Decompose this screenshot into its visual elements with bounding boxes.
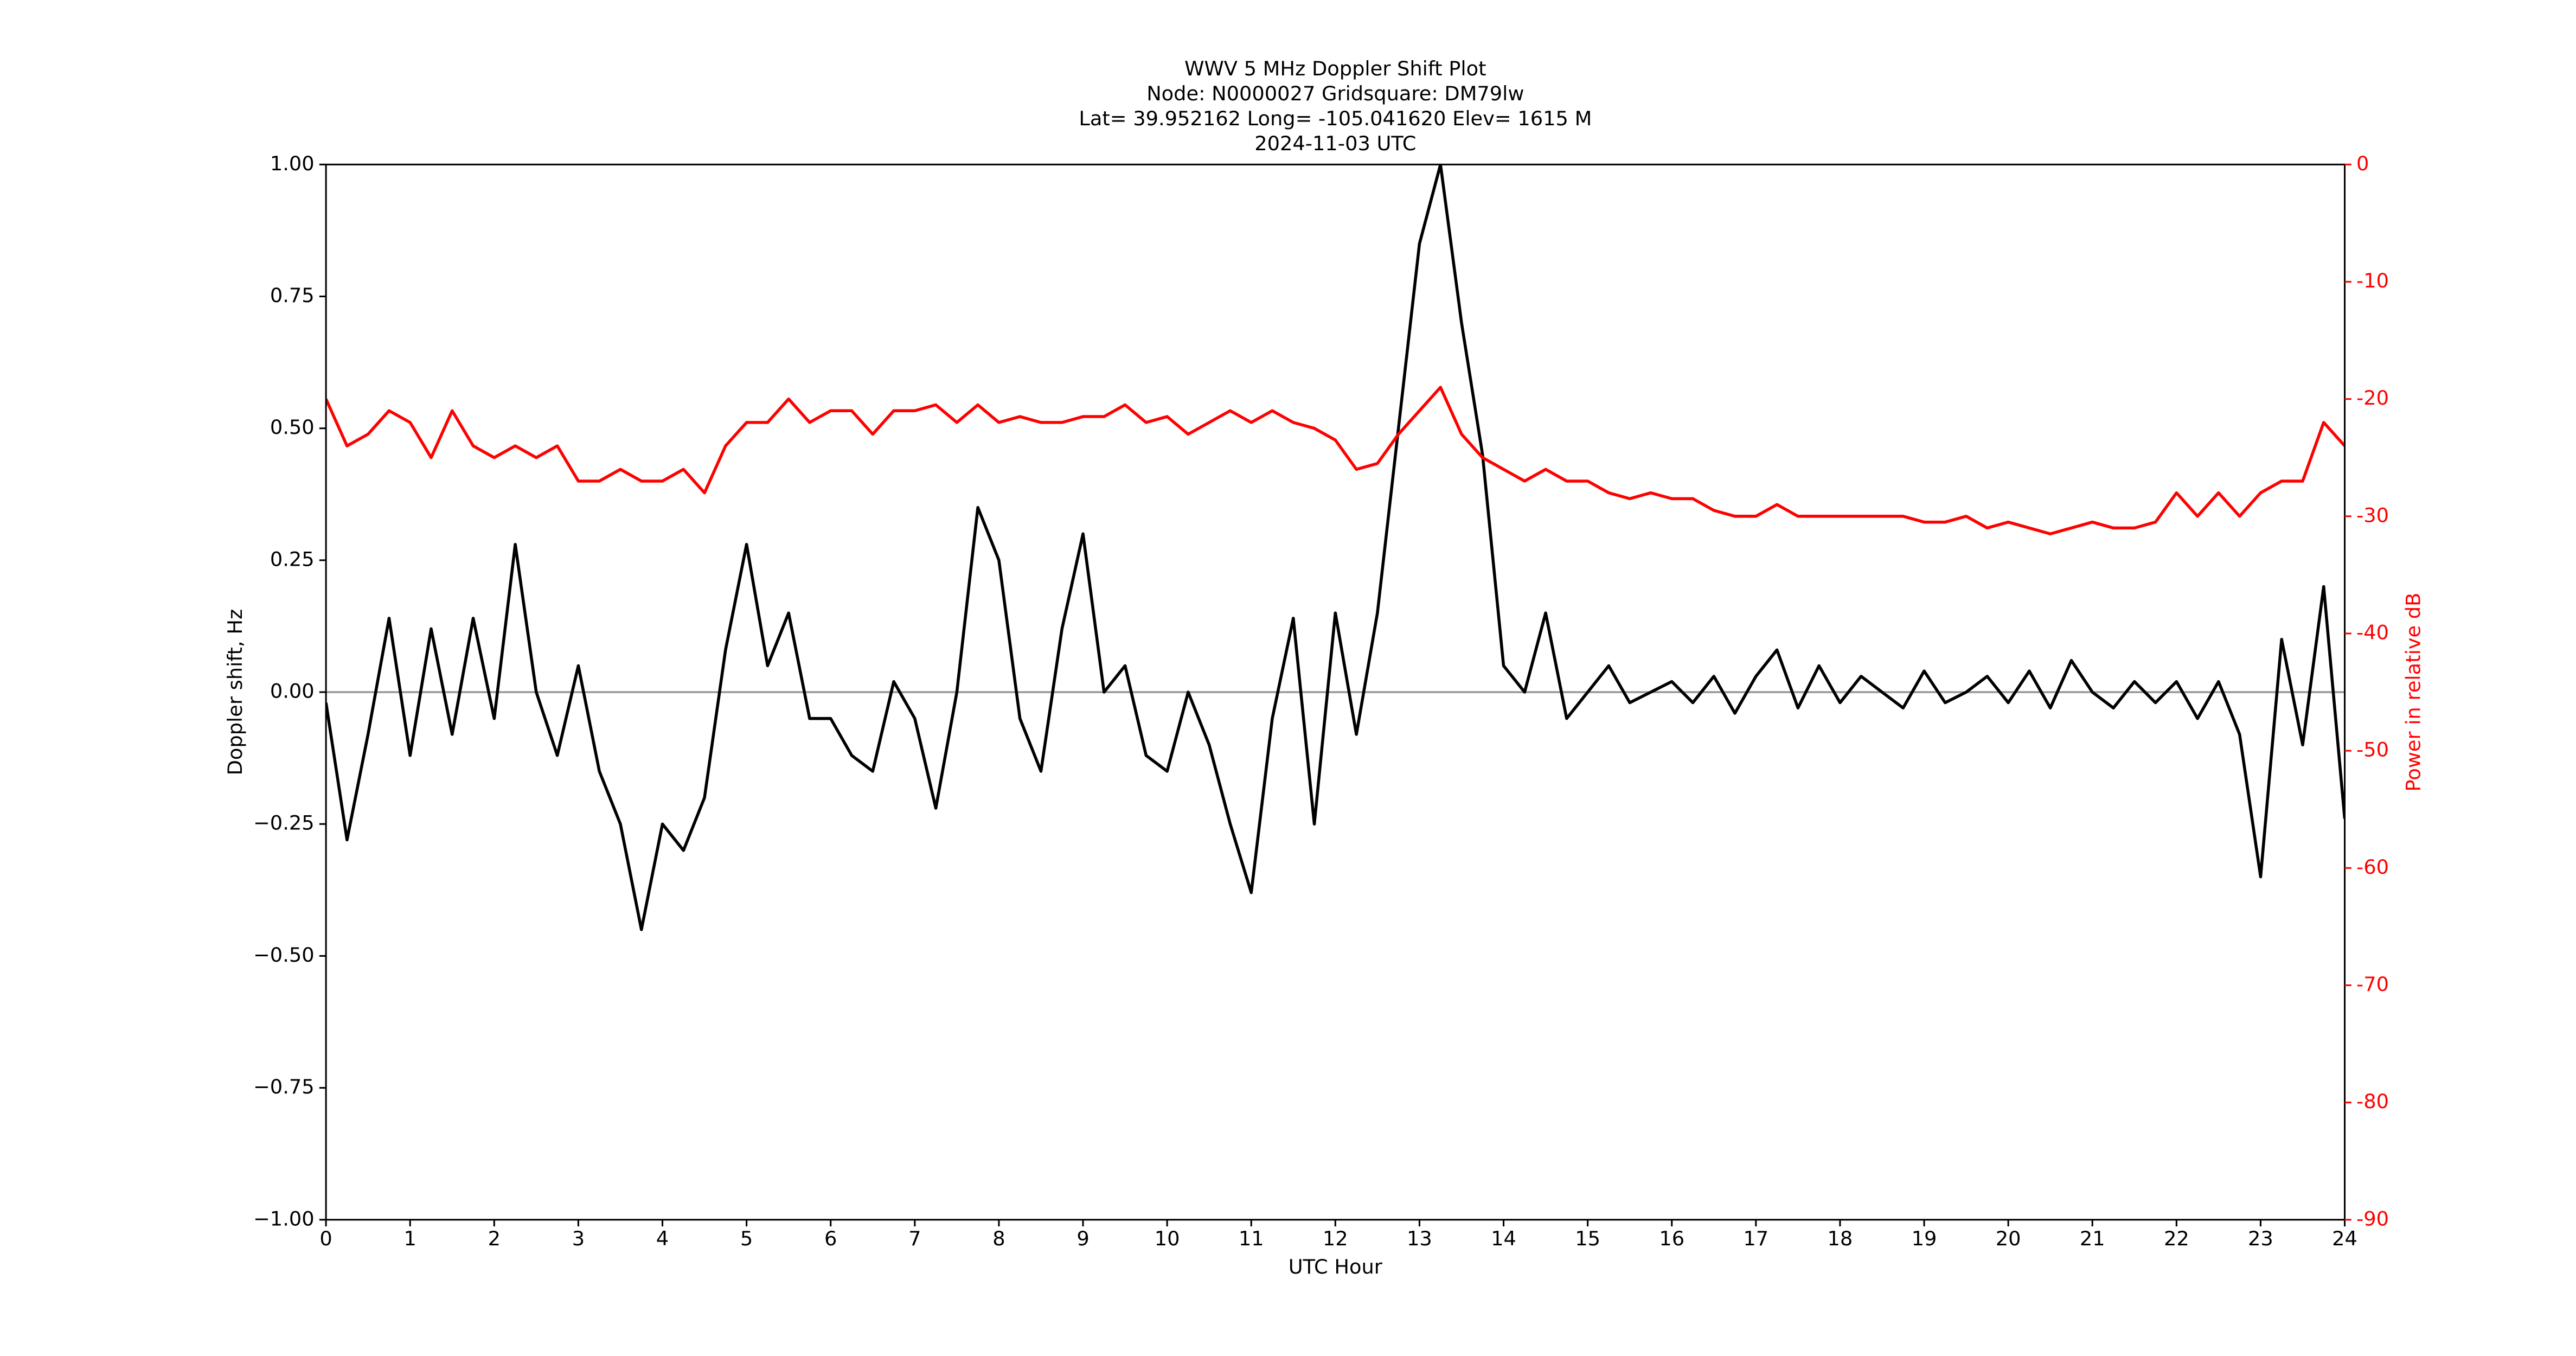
x-tick-label: 24	[2332, 1227, 2357, 1250]
y2-tick-label: -70	[2356, 973, 2389, 996]
y2-tick-label: -40	[2356, 621, 2389, 644]
x-axis-label: UTC Hour	[1289, 1255, 1383, 1278]
x-tick-label: 18	[1828, 1227, 1853, 1250]
x-tick-label: 9	[1076, 1227, 1089, 1250]
x-tick-label: 20	[1996, 1227, 2021, 1250]
x-tick-label: 23	[2248, 1227, 2273, 1250]
y2-tick-label: 0	[2356, 152, 2369, 175]
x-tick-label: 15	[1575, 1227, 1600, 1250]
y2-tick-label: -20	[2356, 386, 2389, 410]
x-tick-label: 4	[656, 1227, 669, 1250]
y-tick-label: 0.25	[270, 547, 315, 571]
y-axis-label: Doppler shift, Hz	[223, 609, 247, 776]
chart-title: Lat= 39.952162 Long= -105.041620 Elev= 1…	[1079, 107, 1592, 130]
y2-tick-label: -60	[2356, 855, 2389, 879]
x-tick-label: 19	[1912, 1227, 1937, 1250]
y-tick-label: −0.25	[253, 811, 315, 835]
x-tick-label: 6	[824, 1227, 837, 1250]
y-tick-label: 0.50	[270, 415, 315, 439]
y-tick-label: −0.50	[253, 943, 315, 967]
y2-tick-label: -50	[2356, 738, 2389, 762]
chart-title: WWV 5 MHz Doppler Shift Plot	[1184, 57, 1486, 80]
plot-frame	[325, 163, 2346, 1221]
x-tick-label: 1	[404, 1227, 416, 1250]
x-tick-label: 13	[1407, 1227, 1432, 1250]
y-tick-label: 1.00	[270, 152, 315, 175]
x-tick-label: 17	[1743, 1227, 1768, 1250]
x-tick-label: 3	[572, 1227, 585, 1250]
y-tick-label: 0.00	[270, 680, 315, 703]
x-tick-label: 7	[908, 1227, 921, 1250]
y-tick-label: −0.75	[253, 1075, 315, 1098]
x-tick-label: 10	[1155, 1227, 1180, 1250]
x-tick-label: 12	[1323, 1227, 1348, 1250]
y-tick-label: 0.75	[270, 284, 315, 307]
y-tick-label: −1.00	[253, 1207, 315, 1230]
x-tick-label: 16	[1659, 1227, 1684, 1250]
y2-tick-label: -90	[2356, 1207, 2389, 1230]
chart-title: 2024-11-03 UTC	[1254, 132, 1416, 155]
x-tick-label: 11	[1239, 1227, 1264, 1250]
chart-title: Node: N0000027 Gridsquare: DM79lw	[1146, 82, 1524, 105]
data-line	[326, 386, 2345, 535]
x-tick-label: 5	[740, 1227, 753, 1250]
y2-tick-label: -30	[2356, 503, 2389, 527]
x-tick-label: 2	[488, 1227, 501, 1250]
y2-tick-label: -10	[2356, 269, 2389, 292]
x-tick-label: 0	[319, 1227, 332, 1250]
x-tick-label: 22	[2164, 1227, 2189, 1250]
x-tick-label: 14	[1491, 1227, 1516, 1250]
y2-axis-label: Power in relative dB	[2402, 593, 2425, 792]
x-tick-label: 21	[2080, 1227, 2105, 1250]
data-line	[326, 164, 2345, 931]
x-tick-label: 8	[992, 1227, 1005, 1250]
y2-tick-label: -80	[2356, 1090, 2389, 1113]
